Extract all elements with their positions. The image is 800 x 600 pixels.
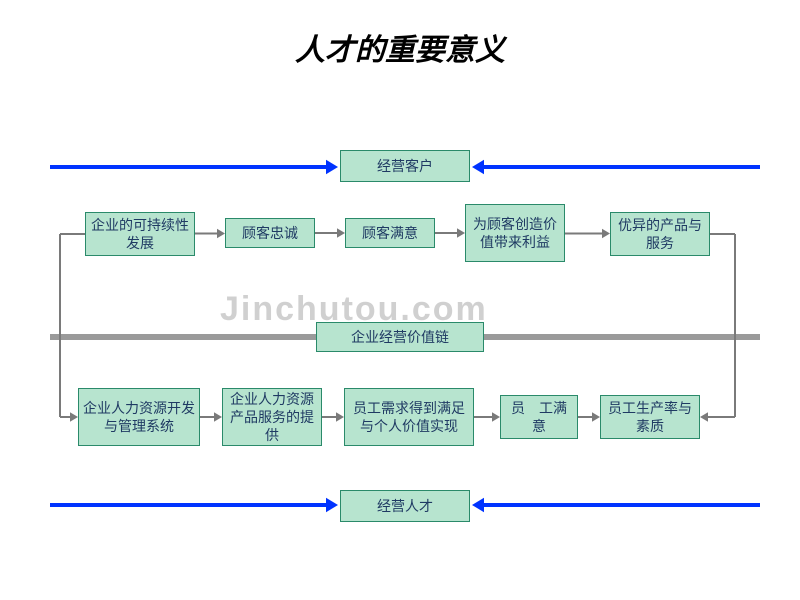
box-b_top: 经营客户: [340, 150, 470, 182]
box-r2_5: 员工生产率与素质: [600, 395, 700, 439]
box-r1_4: 为顾客创造价值带来利益: [465, 204, 565, 262]
page-title: 人才的重要意义: [0, 25, 800, 69]
box-r2_3: 员工需求得到满足与个人价值实现: [344, 388, 474, 446]
box-b_bot: 经营人才: [340, 490, 470, 522]
box-r2_4: 员 工满意: [500, 395, 578, 439]
box-r2_2: 企业人力资源产品服务的提供: [222, 388, 322, 446]
box-r1_5: 优异的产品与服务: [610, 212, 710, 256]
box-r1_1: 企业的可持续性发展: [85, 212, 195, 256]
box-r1_3: 顾客满意: [345, 218, 435, 248]
box-r2_1: 企业人力资源开发与管理系统: [78, 388, 200, 446]
box-r1_2: 顾客忠诚: [225, 218, 315, 248]
box-b_mid: 企业经营价值链: [316, 322, 484, 352]
